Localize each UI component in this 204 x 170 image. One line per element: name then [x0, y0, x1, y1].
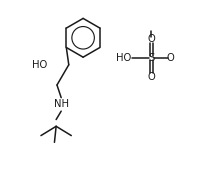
Text: O: O	[166, 53, 174, 63]
Text: O: O	[147, 34, 154, 44]
Text: NH: NH	[53, 99, 68, 109]
Text: HO: HO	[32, 60, 48, 70]
Text: O: O	[147, 72, 154, 82]
Text: HO: HO	[115, 53, 130, 63]
Text: S: S	[147, 53, 154, 63]
